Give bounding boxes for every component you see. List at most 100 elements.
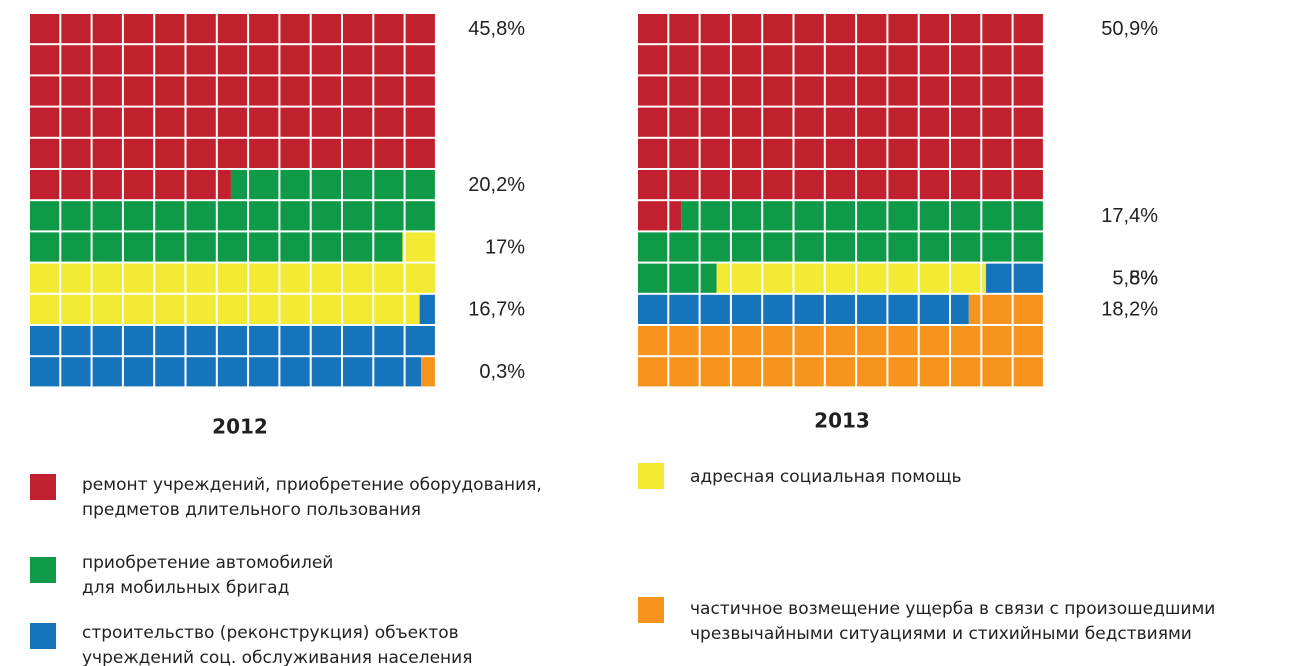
waffle-cell [669, 170, 699, 200]
waffle-cell [700, 201, 730, 231]
waffle-cell [30, 294, 60, 324]
waffle-cell [217, 294, 248, 324]
waffle-cell [951, 357, 981, 387]
waffle-cell [888, 170, 918, 200]
waffle-cell [794, 76, 824, 106]
waffle-cell [186, 294, 216, 324]
waffle-cell [763, 14, 793, 44]
waffle-cell [857, 232, 887, 262]
waffle-cell [763, 357, 793, 387]
waffle-cell [638, 326, 668, 356]
waffle-cell [280, 263, 310, 293]
waffle-cell [374, 294, 404, 324]
waffle-cell [405, 263, 435, 293]
waffle-cell [61, 138, 91, 168]
waffle-cell [1013, 107, 1043, 137]
waffle-cell [92, 201, 122, 231]
waffle-cell [825, 357, 856, 387]
waffle-cell [280, 357, 310, 387]
waffle-cell [155, 294, 185, 324]
waffle-cell [92, 232, 122, 262]
waffle-cell [794, 232, 824, 262]
waffle-cell [669, 294, 699, 324]
waffle-cell [374, 201, 404, 231]
waffle-cell [794, 170, 824, 200]
legend-swatch [30, 557, 56, 583]
waffle-cell [919, 45, 949, 75]
waffle-cell [763, 232, 793, 262]
waffle-cell [92, 294, 122, 324]
waffle-cell [30, 45, 60, 75]
waffle-cell [951, 107, 981, 137]
waffle-cell [638, 14, 668, 44]
waffle-cell [1013, 138, 1043, 168]
waffle-cell [1013, 170, 1043, 200]
legend-label: приобретение автомобилей [82, 553, 333, 573]
waffle-cell [249, 138, 279, 168]
waffle-cell [343, 232, 373, 262]
waffle-cell [982, 326, 1012, 356]
waffle-cell [186, 14, 216, 44]
legend-label: частичное возмещение ущерба в связи с пр… [690, 599, 1215, 619]
legend-label: ремонт учреждений, приобретение оборудов… [82, 475, 542, 495]
waffle-cell [763, 76, 793, 106]
waffle-cell [763, 201, 793, 231]
waffle-cell [982, 107, 1012, 137]
waffle-cell [217, 232, 248, 262]
waffle-cell [700, 138, 730, 168]
legend-label: предметов длительного пользования [82, 500, 421, 520]
waffle-cell [982, 45, 1012, 75]
waffle-cell [669, 201, 682, 231]
waffle-cell [405, 45, 435, 75]
waffle-cell [669, 14, 699, 44]
waffle-cell [638, 263, 668, 293]
waffle-cell [311, 170, 341, 200]
waffle-cell [311, 138, 341, 168]
waffle-cell [669, 107, 699, 137]
waffle-cell [669, 357, 699, 387]
value-label: 18,2% [1101, 299, 1158, 321]
waffle-cell [155, 201, 185, 231]
waffle-cell [374, 232, 403, 262]
waffle-cell [731, 45, 762, 75]
waffle-cell [405, 76, 435, 106]
waffle-cell [402, 232, 404, 262]
waffle-cell [968, 294, 981, 324]
waffle-cell [61, 76, 91, 106]
waffle-cell [405, 357, 422, 387]
waffle-cell [249, 326, 279, 356]
waffle-cell [951, 294, 969, 324]
waffle-cell [61, 170, 91, 200]
waffle-cell [280, 326, 310, 356]
waffle-cell [405, 107, 435, 137]
waffle-cell [280, 232, 310, 262]
waffle-cell [92, 263, 122, 293]
waffle-cell [638, 201, 668, 231]
waffle-cell [249, 170, 279, 200]
waffle-cell [217, 201, 248, 231]
waffle-cell [888, 263, 918, 293]
waffle-cell [249, 14, 279, 44]
waffle-cell [919, 294, 949, 324]
waffle-cell [343, 294, 373, 324]
waffle-cell [1013, 294, 1043, 324]
waffle-cell [217, 76, 248, 106]
waffle-cell [123, 232, 154, 262]
waffle-cell [30, 326, 60, 356]
waffle-cell [374, 138, 404, 168]
waffle-cell [249, 107, 279, 137]
waffle-cell [186, 138, 216, 168]
waffle-cell [669, 45, 699, 75]
waffle-cell [1013, 263, 1043, 293]
waffle-cell [825, 45, 856, 75]
chart-title: 2012 [212, 415, 268, 439]
waffle-cell [919, 14, 949, 44]
waffle-cell [951, 14, 981, 44]
waffle-cell [280, 294, 310, 324]
waffle-cell [186, 201, 216, 231]
waffle-cell [825, 201, 856, 231]
waffle-cell [919, 138, 949, 168]
waffle-cell [825, 232, 856, 262]
waffle-cell [123, 357, 154, 387]
